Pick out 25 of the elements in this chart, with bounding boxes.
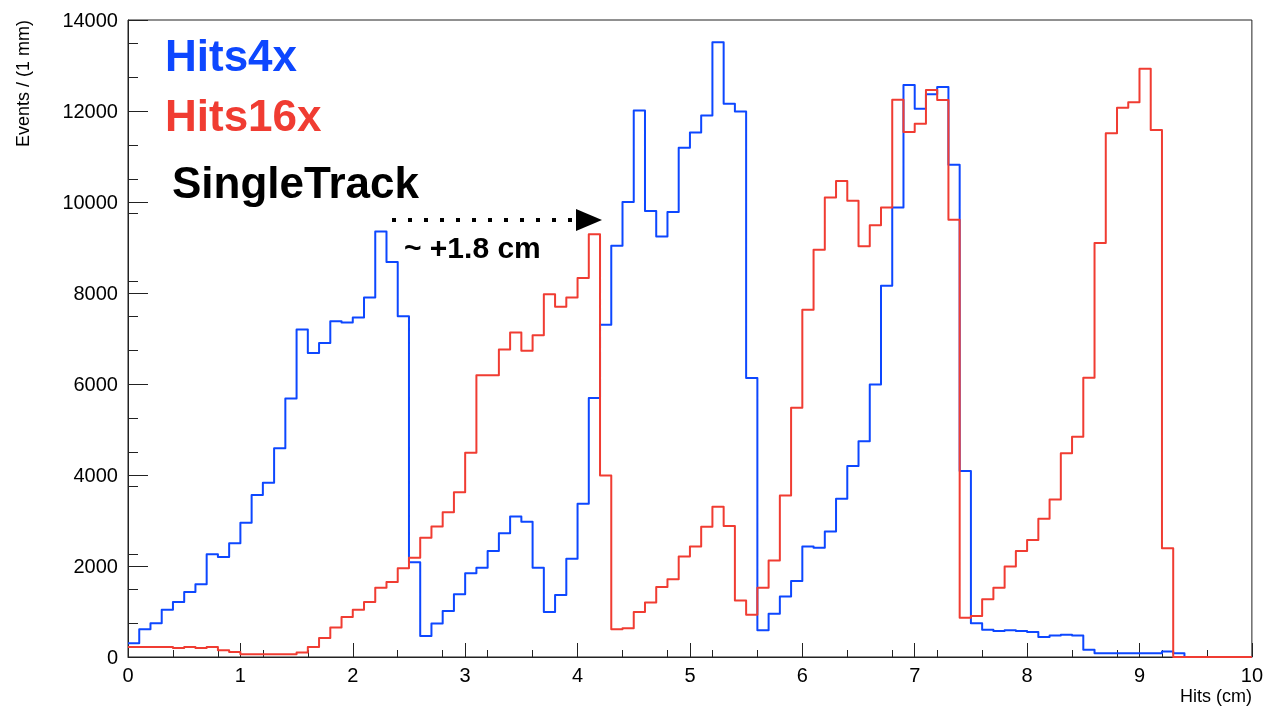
annotation: SingleTrack: [172, 157, 420, 207]
annotation: ~ +1.8 cm: [404, 230, 541, 264]
x-tick-label: 7: [909, 664, 921, 686]
x-tick-label: 8: [1021, 664, 1033, 686]
x-tick-label: 0: [122, 664, 134, 686]
text: Hits16x: [165, 90, 323, 140]
y-tick-label: 14000: [62, 9, 118, 31]
text: Hits4x: [165, 30, 298, 80]
y-tick-label: 6000: [73, 373, 118, 395]
y-tick-label: 10000: [62, 191, 118, 213]
x-tick-label: 4: [571, 664, 584, 686]
x-tick-label: 10: [1240, 664, 1263, 686]
x-tick-label: 5: [684, 664, 696, 686]
x-tick-label: 3: [459, 664, 471, 686]
y-tick-label: 12000: [62, 100, 118, 122]
y-tick-label: 8000: [73, 282, 118, 304]
y-tick-label: 2000: [73, 555, 118, 577]
x-tick-label: 2: [347, 664, 359, 686]
x-tick-label: 1: [234, 664, 246, 686]
x-axis-title: Hits (cm): [1179, 686, 1252, 706]
x-tick-label: 9: [1133, 664, 1146, 686]
x-tick-label: 6: [796, 664, 808, 686]
y-tick-label: 4000: [73, 464, 118, 486]
y-axis-title: Events / (1 mm): [13, 20, 33, 148]
y-tick-label: 0: [106, 646, 118, 668]
